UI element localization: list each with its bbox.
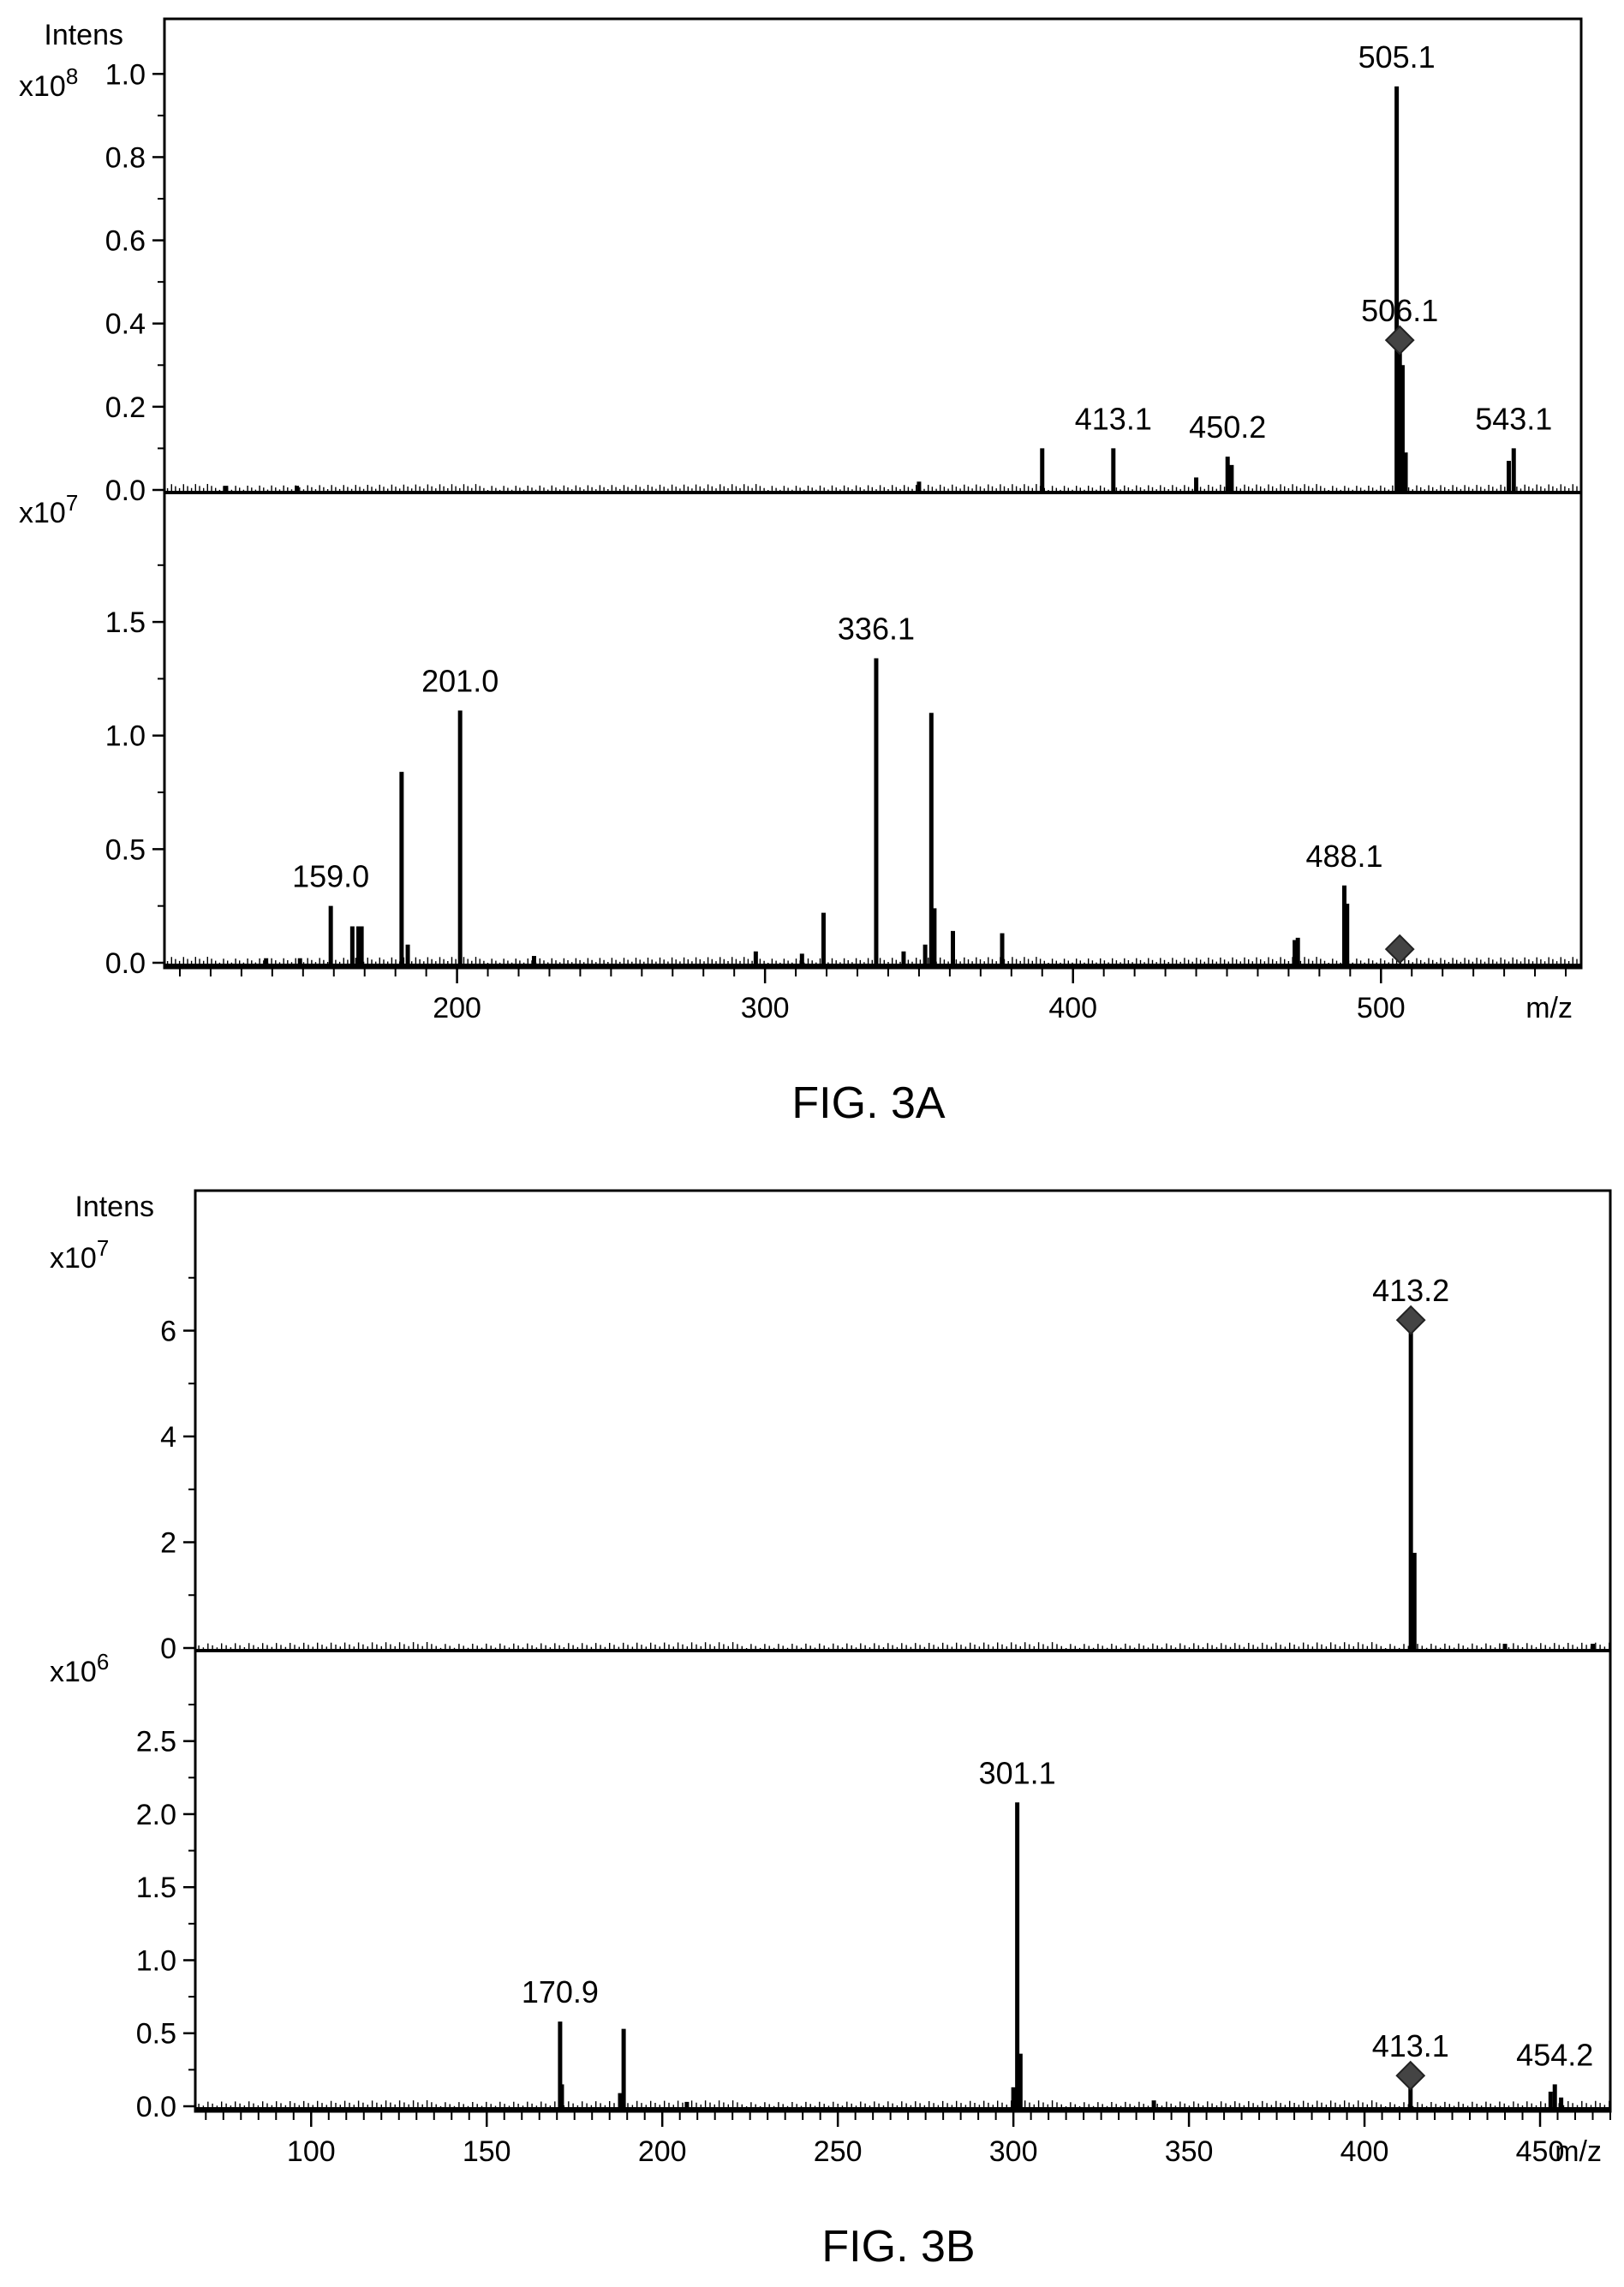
y-tick-label: 2.0 [136,1799,176,1831]
x-tick-label: 400 [1048,992,1097,1024]
peak-label-201.0: 201.0 [421,664,499,699]
y-tick-label: 0.5 [105,833,146,866]
figure-caption: FIG. 3A [791,1078,945,1128]
y-tick-label: 0 [160,1633,176,1665]
noise-floor [198,1642,1610,1650]
x-tick-label: 450 [1516,2135,1565,2168]
precursor-marker [1395,2060,1426,2091]
x-tick-label: 100 [287,2135,336,2168]
intensity-scale-label: x107 [50,1235,109,1275]
peak-label-170.9: 170.9 [522,1974,599,2009]
noise-floor [198,2100,1610,2108]
y-tick-label: 1.5 [136,1872,176,1904]
figure-3a: Intens x108 1.0 0.8 0.6 0.4 0.2 0.0 413.1 450.2 50… [19,17,1583,1128]
y-tick-label: 0.0 [105,475,146,507]
x-tick-label: 350 [1165,2135,1214,2168]
peak-label-505.1: 505.1 [1358,39,1436,75]
precursor-marker [1384,934,1415,964]
x-axis-label: m/z [1525,992,1573,1024]
y-tick-label: 2 [160,1527,176,1560]
x-tick-label: 200 [638,2135,687,2168]
x-tick-label: 500 [1357,992,1406,1024]
x-tick-label: 250 [814,2135,863,2168]
peak-label-159.0: 159.0 [292,859,369,894]
x-tick-label: 300 [989,2135,1038,2168]
peak-label-543.1: 543.1 [1475,401,1552,436]
intensity-scale-label: x107 [19,490,78,529]
panel-1: x107 6 4 2 0 413.2 [50,1235,1610,1665]
y-tick-label: 6 [160,1316,176,1348]
peak-label-450.2: 450.2 [1189,409,1266,445]
y-tick-label: 1.0 [136,1944,176,1977]
y-tick-label: 1.0 [105,58,146,91]
y-tick-label: 1.0 [105,720,146,753]
x-tick-label: 200 [433,992,481,1024]
precursor-marker [1395,1305,1426,1335]
intensity-scale-label: x108 [19,63,78,103]
x-tick-label: 300 [741,992,790,1024]
figure-3b: Intens x107 6 4 2 0 413.2 x106 2.5 2.0 1.5 1.0 0.5 0.… [50,1189,1612,2272]
peak-label-301.1: 301.1 [979,1755,1056,1790]
y-tick-label: 2.5 [136,1726,176,1759]
y-tick-label: 0.4 [105,308,146,341]
precursor-marker [1384,325,1415,355]
y-tick-label: 0.5 [136,2018,176,2051]
y-tick-label: 0.6 [105,225,146,258]
noise-floor [166,484,1582,492]
peak-label-413.2: 413.2 [1372,1273,1449,1308]
peak-label-413.1: 413.1 [1075,401,1152,436]
peak-label-454.2: 454.2 [1516,2037,1593,2072]
figure-caption: FIG. 3B [821,2222,975,2272]
peak-label-488.1: 488.1 [1305,839,1382,874]
peak-label-506.1: 506.1 [1361,293,1438,328]
y-tick-label: 0.0 [136,2091,176,2123]
y-tick-label: 1.5 [105,606,146,639]
peak-label-413.1: 413.1 [1372,2028,1449,2063]
panel-1: x108 1.0 0.8 0.6 0.4 0.2 0.0 413.1 450.2 505.1 506… [19,39,1582,507]
x-tick-label: 150 [463,2135,511,2168]
peak-label-336.1: 336.1 [838,612,915,647]
panel-2: x106 2.5 2.0 1.5 1.0 0.5 0.0 170.9 301.1 413.1 454… [50,1649,1610,2123]
x-tick-label: 400 [1340,2135,1389,2168]
y-tick-label: 0.2 [105,391,146,424]
y-tick-label: 4 [160,1421,176,1454]
y-axis-label: Intens [44,19,123,51]
x-axis: 200 300 400 500 m/z [178,968,1573,1024]
y-tick-label: 0.8 [105,141,146,174]
intensity-scale-label: x106 [50,1649,109,1688]
x-axis-label: m/z [1555,2135,1602,2168]
panel-2: x107 1.5 1.0 0.5 0.0 159.0 201.0 336.1 488.1 [19,490,1582,980]
y-tick-label: 0.0 [105,947,146,980]
y-axis-label: Intens [75,1191,154,1223]
